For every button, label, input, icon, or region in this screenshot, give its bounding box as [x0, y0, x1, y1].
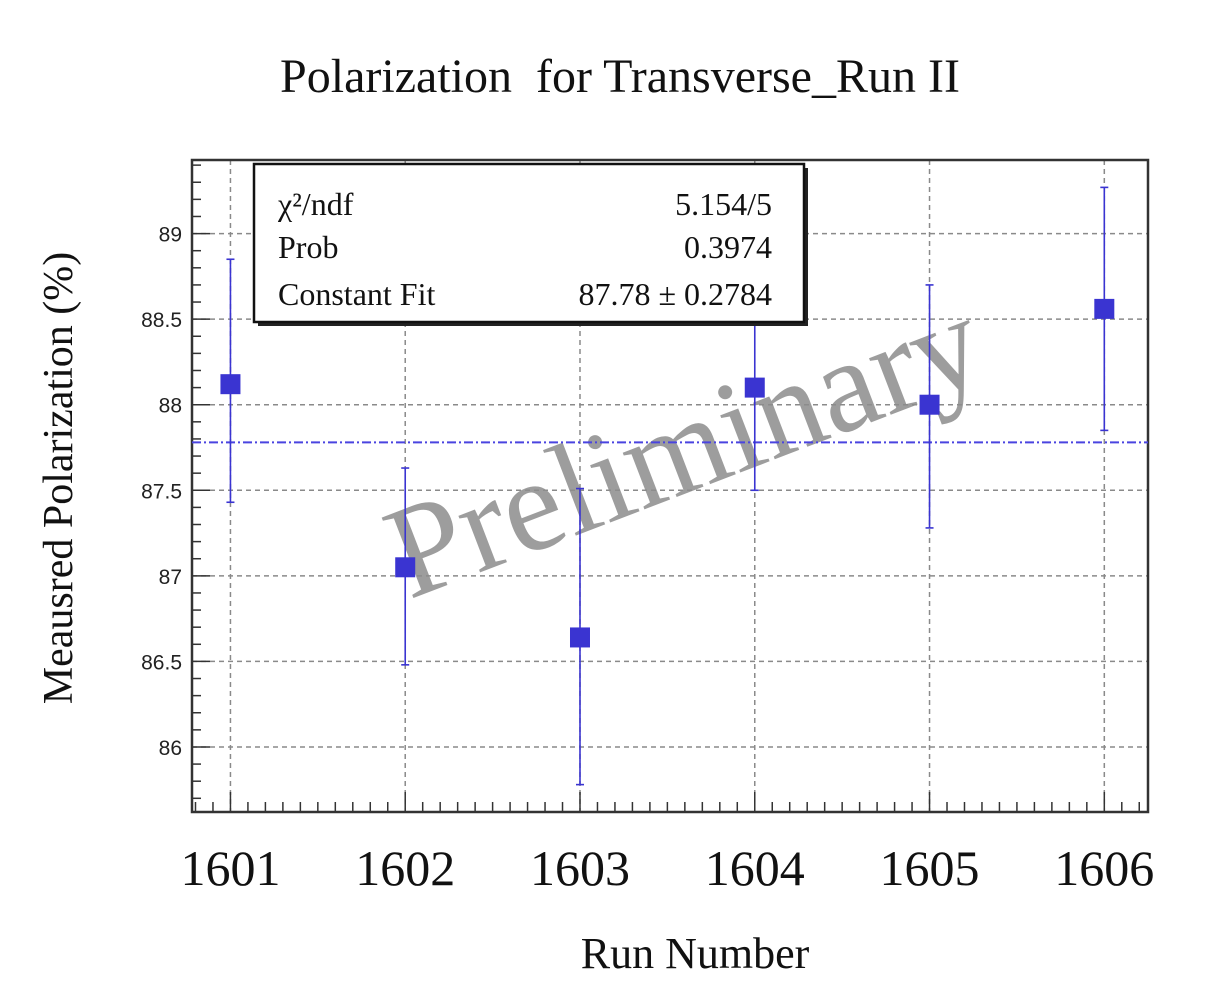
x-tick-label-3: 1604: [705, 840, 805, 896]
stats-label-0: χ²/ndf: [277, 186, 354, 222]
y-tick-label-4: 88: [159, 395, 182, 418]
y-tick-label-6: 89: [159, 224, 182, 247]
y-axis-label: Meausred Polarization (%): [36, 252, 82, 705]
data-point-1603: [569, 627, 590, 648]
y-tick-label-0: 86: [159, 737, 182, 760]
y-tick-label-1: 86.5: [141, 651, 182, 674]
data-point-1601: [220, 374, 241, 395]
y-tick-label-3: 87.5: [141, 480, 182, 503]
y-tick-label-2: 87: [159, 566, 182, 589]
stats-box: [252, 162, 806, 324]
x-tick-label-1: 1602: [355, 840, 455, 896]
x-tick-label-4: 1605: [880, 840, 980, 896]
data-point-1602: [395, 557, 416, 578]
y-tick-label-5: 88.5: [141, 309, 182, 332]
stats-label-1: Prob: [278, 229, 338, 265]
stats-value-0: 5.154/5: [675, 186, 772, 222]
stats-value-2: 87.78 ± 0.2784: [578, 276, 772, 312]
data-point-1606: [1094, 298, 1115, 319]
x-tick-label-2: 1603: [530, 840, 630, 896]
data-point-1604: [744, 377, 765, 398]
stats-label-2: Constant Fit: [278, 276, 435, 312]
x-tick-label-0: 1601: [180, 840, 280, 896]
x-axis-label: Run Number: [581, 929, 810, 978]
chart-title: Polarization for Transverse_Run II: [280, 50, 960, 103]
plot-frame: [190, 158, 1150, 814]
data-point-1605: [919, 394, 940, 415]
stats-value-1: 0.3974: [684, 229, 772, 265]
x-tick-label-5: 1606: [1054, 840, 1154, 896]
